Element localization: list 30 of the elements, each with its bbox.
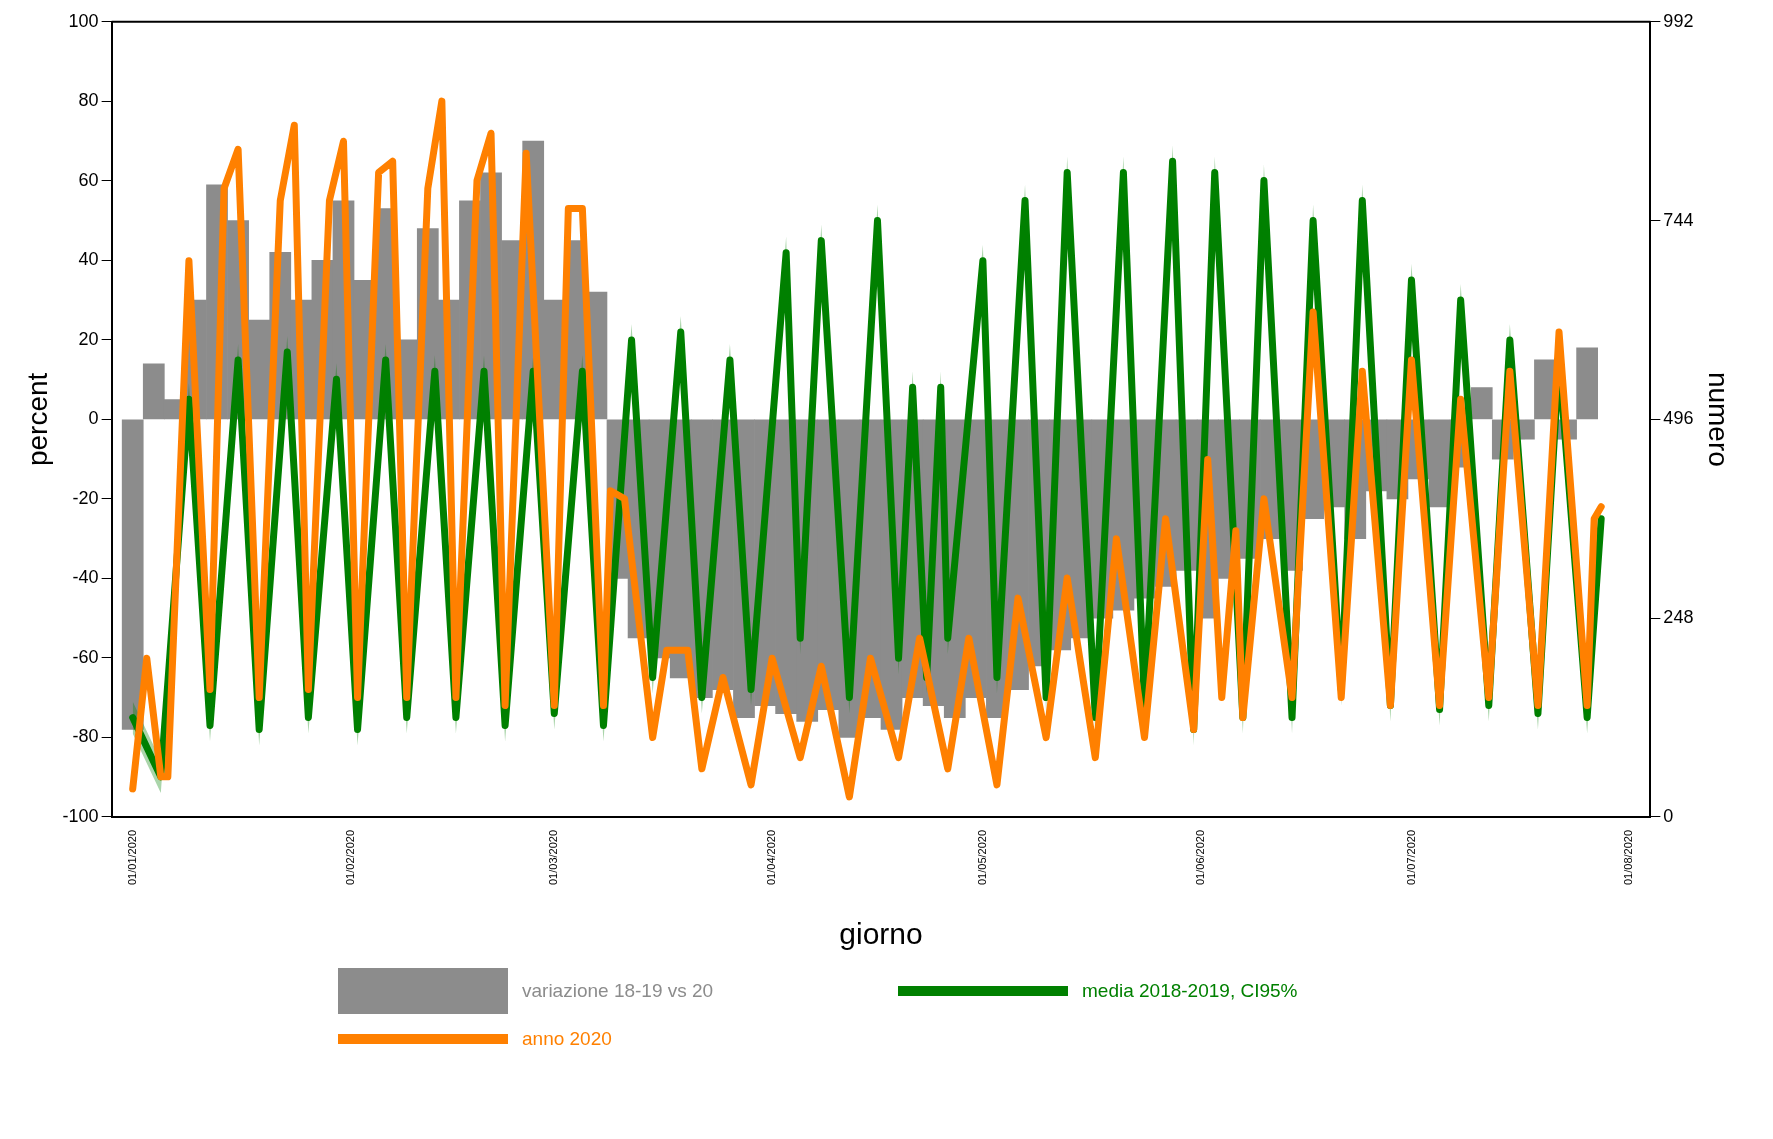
x-axis-title: giorno (839, 917, 923, 951)
y-axis-title: percent (21, 372, 53, 467)
y-tick-label: 0 (88, 408, 99, 429)
y2-tick-label: 0 (1663, 805, 1674, 826)
x-tick-label: 01/08/2020 (1622, 829, 1635, 886)
y2-tick-label: 496 (1663, 408, 1694, 429)
y2-tick-label: 992 (1663, 10, 1694, 31)
y-tick-label: -80 (72, 726, 99, 747)
x-tick-label: 01/03/2020 (547, 829, 560, 886)
text: media 2018-2019, CI95% (1082, 980, 1298, 1002)
y2-tick-label: 744 (1663, 209, 1694, 230)
text: anno 2020 (522, 1028, 612, 1050)
text: variazione 18-19 vs 20 (522, 980, 714, 1002)
y-tick-label: -100 (62, 805, 99, 826)
x-tick-label: 01/04/2020 (765, 829, 778, 886)
y-tick-label: 40 (78, 249, 99, 270)
y-tick-label: 100 (68, 10, 99, 31)
y2-axis-title: numero (1703, 371, 1735, 467)
y-tick-label: -20 (72, 487, 99, 508)
x-tick-label: 01/05/2020 (975, 829, 988, 886)
x-tick-label: 01/01/2020 (125, 829, 138, 886)
x-tick-label: 01/07/2020 (1404, 829, 1417, 886)
y-tick-label: -60 (72, 646, 99, 667)
y-tick-label: 60 (78, 169, 99, 190)
y-tick-label: 80 (78, 90, 99, 111)
y2-tick-label: 248 (1663, 607, 1694, 628)
y-tick-label: -40 (72, 567, 99, 588)
x-tick-label: 01/02/2020 (343, 829, 356, 886)
y-tick-label: 20 (78, 328, 99, 349)
x-tick-label: 01/06/2020 (1193, 829, 1206, 886)
